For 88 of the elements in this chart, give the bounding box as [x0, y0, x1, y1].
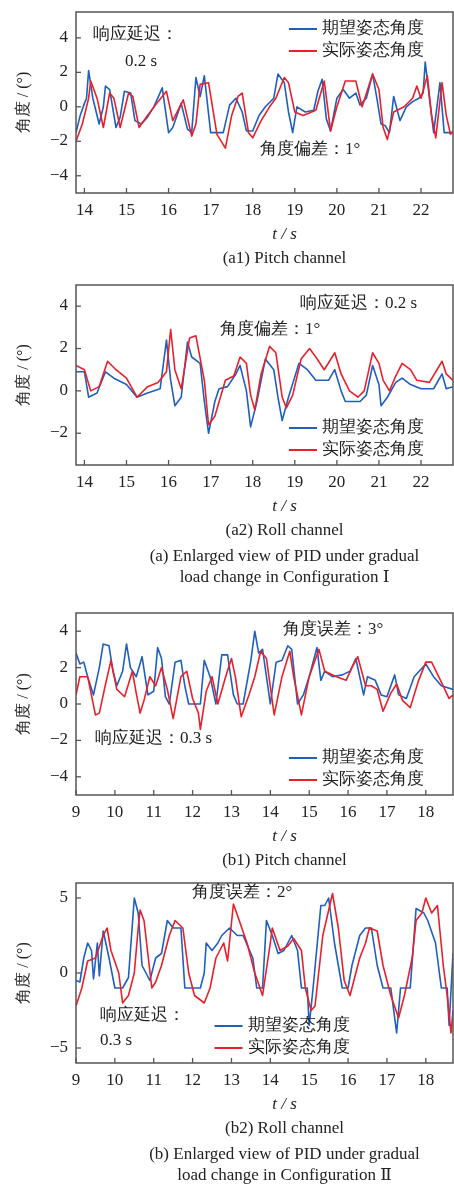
x-tick-label: 17: [378, 1070, 396, 1089]
x-tick-label: 17: [378, 802, 396, 821]
x-tick-label: 11: [145, 802, 162, 821]
annotation: 0.3 s: [100, 1029, 133, 1049]
x-tick-label: 12: [184, 1070, 202, 1089]
x-tick-label: 22: [412, 200, 430, 219]
text: (b2) Roll channel: [225, 1118, 345, 1137]
x-axis-title: t / s: [272, 224, 298, 243]
x-tick-label: 14: [261, 802, 280, 821]
legend-label: 期望姿态角度: [322, 17, 424, 37]
x-tick-label: 19: [286, 200, 304, 219]
x-tick-label: 9: [71, 1070, 81, 1089]
line-series: [76, 339, 453, 435]
y-tick-label: −5: [49, 1036, 68, 1056]
legend-label: 期望姿态角度: [247, 1014, 350, 1034]
y-tick-label: 0: [59, 95, 68, 115]
annotation: 响应延迟：: [100, 1004, 185, 1024]
y-tick-label: 4: [59, 620, 69, 640]
x-axis-title: t / s: [272, 826, 298, 845]
y-tick-label: −2: [49, 729, 68, 749]
x-tick-label: 10: [106, 1070, 124, 1089]
x-tick-label: 19: [286, 472, 304, 491]
y-tick-label: −2: [49, 422, 68, 442]
text: (a1) Pitch channel: [222, 248, 347, 267]
x-tick-label: 16: [339, 1070, 357, 1089]
annotation: 角度误差：2°: [192, 881, 293, 901]
text: (b) Enlarged view of PID under gradual load change in Configuration Ⅱ: [149, 1144, 421, 1184]
text: (b1) Pitch channel: [222, 850, 348, 869]
x-tick-label: 16: [160, 472, 178, 491]
x-tick-label: 20: [328, 472, 346, 491]
y-tick-label: 5: [59, 886, 68, 906]
legend-label: 实际姿态角度: [322, 768, 424, 788]
x-tick-label: 21: [370, 200, 388, 219]
legend-label: 期望姿态角度: [322, 746, 424, 766]
y-tick-label: 4: [59, 26, 69, 46]
x-axis-title: t / s: [272, 496, 298, 515]
x-tick-label: 20: [328, 200, 346, 219]
x-tick-label: 16: [160, 200, 178, 219]
annotation: 角度偏差：1°: [260, 138, 361, 158]
y-tick-label: 0: [59, 961, 68, 981]
annotation: 角度误差：3°: [283, 618, 384, 638]
legend-label: 期望姿态角度: [322, 416, 424, 436]
x-tick-label: 17: [202, 200, 220, 219]
legend-label: 实际姿态角度: [247, 1036, 350, 1056]
y-axis-title: 角度 / (°): [13, 71, 32, 134]
y-tick-label: −4: [49, 765, 69, 785]
legend-label: 实际姿态角度: [322, 39, 424, 59]
text: (a) Enlarged view of PID under gradual load change in Configuration Ⅰ: [149, 546, 420, 586]
y-tick-label: 0: [59, 692, 68, 712]
y-tick-label: −4: [49, 164, 69, 184]
x-tick-label: 10: [106, 802, 124, 821]
x-tick-label: 18: [417, 802, 435, 821]
y-tick-label: 2: [59, 656, 68, 676]
x-tick-label: 13: [222, 1070, 240, 1089]
x-tick-label: 21: [370, 472, 388, 491]
x-tick-label: 9: [71, 802, 81, 821]
x-tick-label: 16: [339, 802, 357, 821]
y-axis-title: 角度 / (°): [13, 942, 32, 1004]
y-tick-label: 0: [59, 379, 68, 399]
annotation: 响应延迟：0.3 s: [95, 727, 213, 747]
x-axis-title: t / s: [272, 1094, 298, 1113]
annotation: 响应延迟：: [93, 23, 178, 43]
annotation: 响应延迟：0.2 s: [300, 292, 418, 312]
x-tick-label: 22: [412, 472, 430, 491]
x-tick-label: 18: [417, 1070, 435, 1089]
x-tick-label: 14: [261, 1070, 280, 1089]
x-tick-label: 13: [222, 802, 240, 821]
text: (a2) Roll channel: [225, 520, 344, 539]
x-tick-label: 14: [75, 200, 94, 219]
x-tick-label: 11: [145, 1070, 162, 1089]
x-tick-label: 18: [244, 472, 262, 491]
legend-label: 实际姿态角度: [322, 438, 424, 458]
annotation: 角度偏差：1°: [220, 318, 321, 338]
x-tick-label: 14: [75, 472, 94, 491]
x-tick-label: 17: [202, 472, 220, 491]
x-tick-label: 15: [300, 802, 318, 821]
x-tick-label: 15: [117, 472, 135, 491]
y-axis-title: 角度 / (°): [13, 673, 32, 735]
x-tick-label: 15: [117, 200, 135, 219]
x-tick-label: 18: [244, 200, 262, 219]
annotation: 0.2 s: [125, 50, 158, 70]
y-tick-label: 2: [59, 61, 68, 81]
y-tick-label: −2: [49, 130, 68, 150]
y-tick-label: 4: [59, 295, 69, 315]
x-tick-label: 12: [184, 802, 202, 821]
y-tick-label: 2: [59, 337, 68, 357]
y-axis-title: 角度 / (°): [13, 344, 32, 406]
x-tick-label: 15: [300, 1070, 318, 1089]
